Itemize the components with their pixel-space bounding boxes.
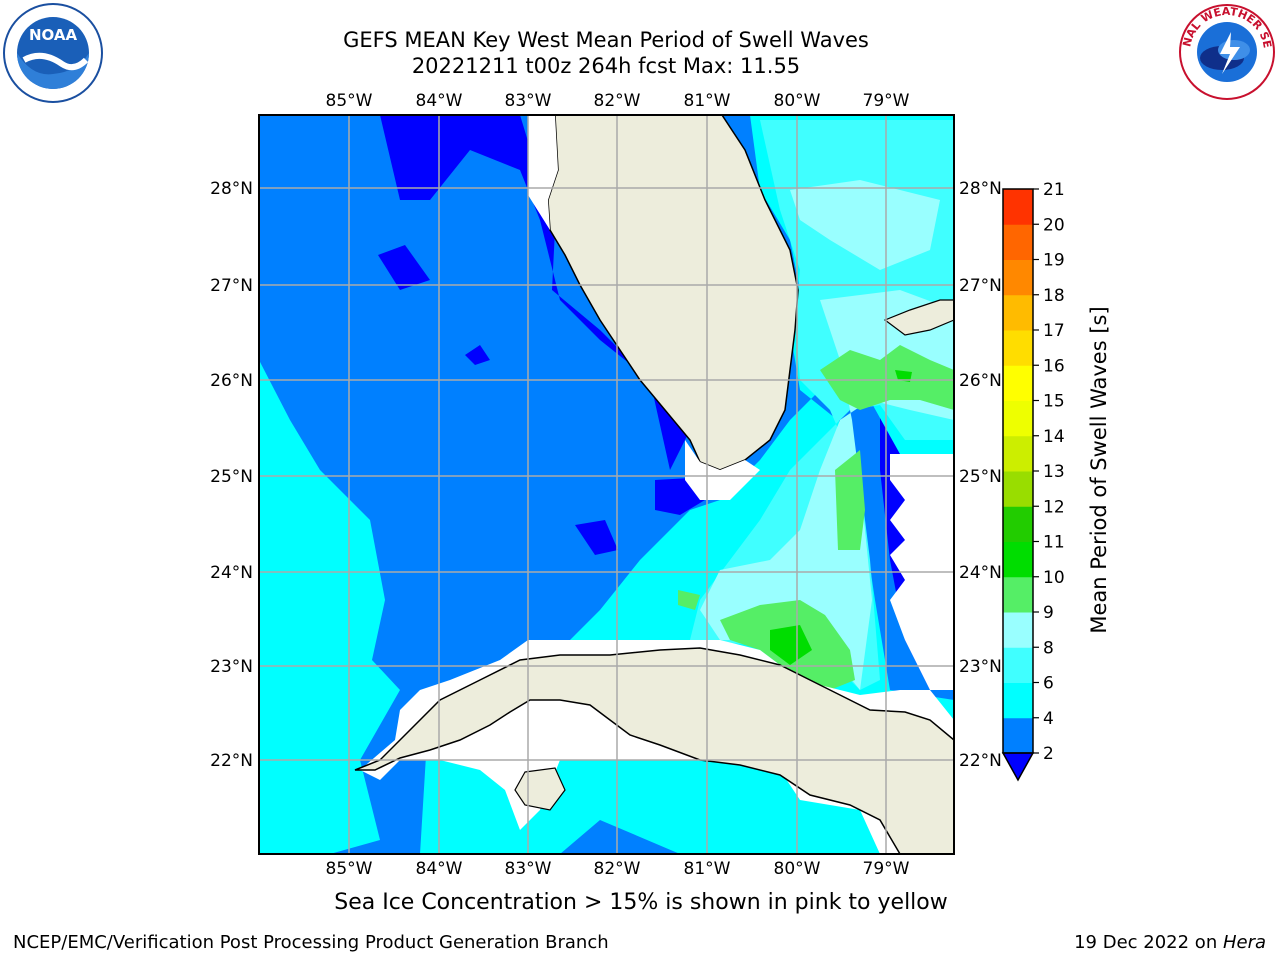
noaa-logo-text: NOAA: [29, 26, 78, 44]
ocean-under-2s-patch: [465, 345, 490, 365]
colorbar-tick-label: 19: [1043, 251, 1065, 271]
lon-label-bottom: 84°W: [416, 859, 463, 879]
colorbar-segment: [1003, 259, 1033, 296]
colorbar-tick-label: 8: [1043, 638, 1054, 658]
colorbar-segment: [1003, 506, 1033, 542]
colorbar-tick-label: 17: [1043, 321, 1065, 341]
lat-label-right: 28°N: [959, 179, 1002, 199]
colorbar-segment: [1003, 682, 1033, 719]
lat-label-right: 27°N: [959, 276, 1002, 296]
lat-label-left: 27°N: [210, 276, 253, 296]
lat-label-right: 26°N: [959, 371, 1002, 391]
colorbar-segment: [1003, 330, 1033, 366]
colorbar-tick-label: 12: [1043, 497, 1065, 517]
colorbar-tick-label: 18: [1043, 286, 1065, 306]
colorbar-segment: [1003, 717, 1033, 754]
lat-label-left: 28°N: [210, 179, 253, 199]
map-title: GEFS MEAN Key West Mean Period of Swell …: [343, 28, 869, 52]
map-subtitle: 20221211 t00z 264h fcst Max: 11.55: [411, 54, 801, 78]
ocean-under-2s-patch: [575, 520, 618, 555]
colorbar-segment: [1003, 647, 1033, 683]
lon-label-bottom: 83°W: [505, 859, 552, 879]
lon-label-bottom: 85°W: [326, 859, 373, 879]
colorbar-tick-label: 16: [1043, 356, 1065, 376]
footer-date: 19 Dec 2022 on Hera: [1074, 932, 1266, 953]
lon-label-bottom: 79°W: [863, 859, 910, 879]
colorbar-under-triangle: [1001, 752, 1035, 782]
map-frame: [258, 114, 955, 855]
lon-label-top: 83°W: [505, 91, 552, 111]
noaa-logo: NOAA: [3, 3, 103, 103]
lon-label-top: 80°W: [774, 91, 821, 111]
colorbar-tick-label: 9: [1043, 603, 1054, 623]
sea-ice-caption: Sea Ice Concentration > 15% is shown in …: [334, 890, 948, 915]
lon-label-top: 84°W: [416, 91, 463, 111]
colorbar-tick-label: 2: [1043, 744, 1054, 764]
ocean-8-9s-north: [790, 180, 940, 270]
lon-label-bottom: 81°W: [684, 859, 731, 879]
colorbar-segment: [1003, 576, 1033, 613]
colorbar-tick-label: 11: [1043, 533, 1065, 553]
colorbar-segment: [1003, 294, 1033, 331]
colorbar-tick-label: 10: [1043, 568, 1065, 588]
footer-credit: NCEP/EMC/Verification Post Processing Pr…: [13, 932, 609, 953]
cuba-land: [354, 647, 954, 854]
lon-label-top: 82°W: [594, 91, 641, 111]
lat-label-left: 25°N: [210, 467, 253, 487]
lat-label-left: 22°N: [210, 751, 253, 771]
ocean-10-11s-patch: [770, 625, 812, 665]
colorbar-tick-label: 15: [1043, 392, 1065, 412]
nws-logo: NATIONAL WEATHER SERVICE: [1176, 2, 1275, 100]
colorbar-tick-label: 20: [1043, 215, 1065, 235]
lon-label-top: 85°W: [326, 91, 373, 111]
colorbar-segment: [1003, 471, 1033, 507]
ocean-9-10s-north: [820, 345, 954, 410]
bahamas-land: [883, 299, 954, 336]
colorbar-segment: [1003, 224, 1033, 260]
colorbar: 2 4 6 8 9 10 11 12 13 14 15 16 17 18 19 20 21: [1001, 180, 1065, 782]
lon-label-top: 79°W: [863, 91, 910, 111]
colorbar-segment: [1003, 400, 1033, 437]
colorbar-segment: [1003, 541, 1033, 578]
lat-label-right: 22°N: [959, 751, 1002, 771]
lon-label-bottom: 82°W: [594, 859, 641, 879]
ocean-under-2s-patch: [378, 245, 430, 290]
lat-label-right: 23°N: [959, 657, 1002, 677]
nodata-area: [685, 440, 760, 500]
colorbar-segment: [1003, 365, 1033, 401]
footer-host: Hera: [1222, 932, 1266, 953]
ocean-9-10s-east: [835, 450, 865, 550]
lat-label-right: 24°N: [959, 563, 1002, 583]
map-gridlines: [259, 115, 954, 854]
colorbar-tick-label: 14: [1043, 427, 1065, 447]
ocean-10-11s-patch: [895, 370, 912, 382]
lat-label-left: 23°N: [210, 657, 253, 677]
footer-date-text: 19 Dec 2022 on: [1074, 932, 1223, 953]
colorbar-tick-label: 6: [1043, 674, 1054, 694]
colorbar-label: Mean Period of Swell Waves [s]: [1087, 306, 1111, 633]
ocean-4-6s-west: [259, 360, 400, 854]
lon-label-bottom: 80°W: [774, 859, 821, 879]
colorbar-tick-label: 4: [1043, 709, 1054, 729]
ocean-9-10s-patch: [678, 590, 700, 610]
colorbar-tick-label: 21: [1043, 180, 1065, 200]
lat-label-right: 25°N: [959, 467, 1002, 487]
map-area: [259, 115, 954, 854]
colorbar-segment: [1003, 189, 1033, 225]
colorbar-segment: [1003, 435, 1033, 472]
lat-label-left: 26°N: [210, 371, 253, 391]
colorbar-segment: [1003, 612, 1033, 648]
lat-label-left: 24°N: [210, 563, 253, 583]
lon-label-top: 81°W: [684, 91, 731, 111]
colorbar-tick-label: 13: [1043, 462, 1065, 482]
nodata-area: [528, 115, 558, 230]
